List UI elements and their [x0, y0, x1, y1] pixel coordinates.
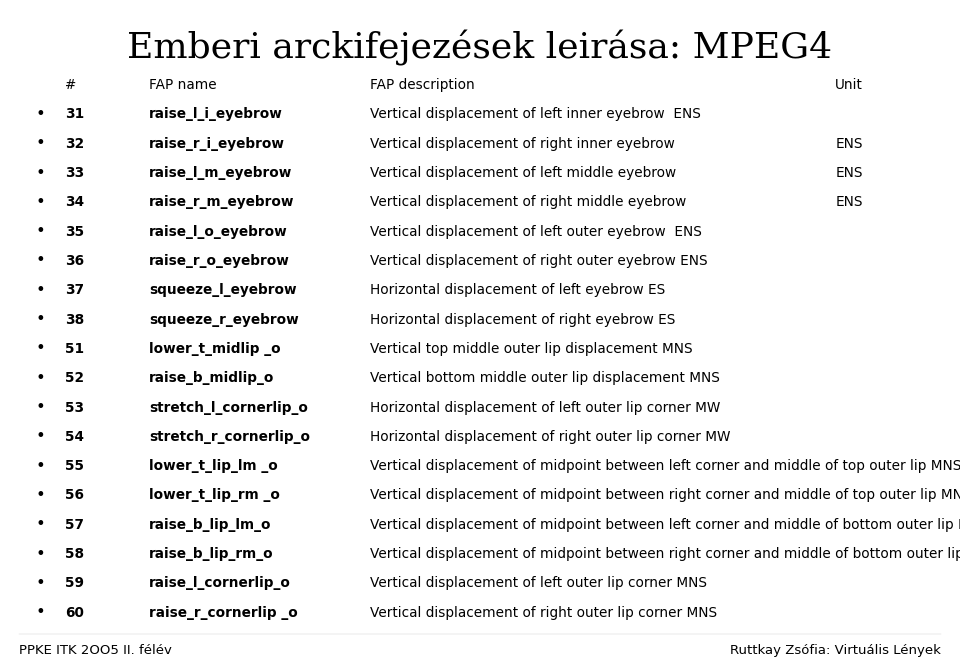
- Text: squeeze_l_eyebrow: squeeze_l_eyebrow: [149, 283, 297, 297]
- Text: Vertical displacement of right inner eyebrow: Vertical displacement of right inner eye…: [370, 137, 674, 151]
- Text: lower_t_lip_rm _o: lower_t_lip_rm _o: [149, 488, 279, 503]
- Text: squeeze_r_eyebrow: squeeze_r_eyebrow: [149, 313, 299, 327]
- Text: FAP name: FAP name: [149, 78, 216, 92]
- Text: 58: 58: [65, 547, 84, 561]
- Text: lower_t_lip_lm _o: lower_t_lip_lm _o: [149, 459, 277, 473]
- Text: raise_b_lip_lm_o: raise_b_lip_lm_o: [149, 518, 272, 532]
- Text: Horizontal displacement of right outer lip corner MW: Horizontal displacement of right outer l…: [370, 430, 731, 444]
- Text: •: •: [36, 312, 45, 327]
- Text: raise_r_o_eyebrow: raise_r_o_eyebrow: [149, 254, 290, 268]
- Text: 60: 60: [65, 606, 84, 620]
- Text: •: •: [36, 136, 45, 151]
- Text: 36: 36: [65, 254, 84, 268]
- Text: raise_r_i_eyebrow: raise_r_i_eyebrow: [149, 137, 285, 151]
- Text: 55: 55: [65, 459, 84, 473]
- Text: raise_l_o_eyebrow: raise_l_o_eyebrow: [149, 225, 288, 239]
- Text: 52: 52: [65, 371, 84, 385]
- Text: •: •: [36, 576, 45, 591]
- Text: Vertical displacement of left outer lip corner MNS: Vertical displacement of left outer lip …: [370, 576, 707, 590]
- Text: raise_b_midlip_o: raise_b_midlip_o: [149, 371, 275, 385]
- Text: PPKE ITK 2OO5 II. félév: PPKE ITK 2OO5 II. félév: [19, 644, 172, 658]
- Text: •: •: [36, 371, 45, 386]
- Text: Horizontal displacement of right eyebrow ES: Horizontal displacement of right eyebrow…: [370, 313, 675, 327]
- Text: 59: 59: [65, 576, 84, 590]
- Text: •: •: [36, 488, 45, 503]
- Text: ENS: ENS: [835, 137, 863, 151]
- Text: Horizontal displacement of left outer lip corner MW: Horizontal displacement of left outer li…: [370, 401, 720, 415]
- Text: 31: 31: [65, 107, 84, 121]
- Text: •: •: [36, 254, 45, 268]
- Text: Vertical displacement of right outer eyebrow ENS: Vertical displacement of right outer eye…: [370, 254, 708, 268]
- Text: Vertical displacement of left middle eyebrow: Vertical displacement of left middle eye…: [370, 166, 676, 180]
- Text: Ruttkay Zsófia: Virtuális Lények: Ruttkay Zsófia: Virtuális Lények: [730, 644, 941, 658]
- Text: •: •: [36, 605, 45, 620]
- Text: stretch_r_cornerlip_o: stretch_r_cornerlip_o: [149, 430, 310, 444]
- Text: 56: 56: [65, 488, 84, 503]
- Text: Vertical displacement of right middle eyebrow: Vertical displacement of right middle ey…: [370, 195, 685, 209]
- Text: •: •: [36, 547, 45, 562]
- Text: Vertical top middle outer lip displacement MNS: Vertical top middle outer lip displaceme…: [370, 342, 692, 356]
- Text: Emberi arckifejezések leirása: MPEG4: Emberi arckifejezések leirása: MPEG4: [128, 30, 832, 66]
- Text: 33: 33: [65, 166, 84, 180]
- Text: ENS: ENS: [835, 166, 863, 180]
- Text: 32: 32: [65, 137, 84, 151]
- Text: stretch_l_cornerlip_o: stretch_l_cornerlip_o: [149, 401, 307, 415]
- Text: •: •: [36, 195, 45, 210]
- Text: Vertical bottom middle outer lip displacement MNS: Vertical bottom middle outer lip displac…: [370, 371, 719, 385]
- Text: 57: 57: [65, 518, 84, 532]
- Text: raise_l_m_eyebrow: raise_l_m_eyebrow: [149, 166, 292, 180]
- Text: •: •: [36, 342, 45, 356]
- Text: lower_t_midlip _o: lower_t_midlip _o: [149, 342, 280, 356]
- Text: #: #: [65, 78, 77, 92]
- Text: ENS: ENS: [835, 195, 863, 209]
- Text: 37: 37: [65, 283, 84, 297]
- Text: Vertical displacement of left outer eyebrow  ENS: Vertical displacement of left outer eyeb…: [370, 225, 702, 239]
- Text: Vertical displacement of midpoint between right corner and middle of bottom oute: Vertical displacement of midpoint betwee…: [370, 547, 960, 561]
- Text: •: •: [36, 166, 45, 180]
- Text: Vertical displacement of right outer lip corner MNS: Vertical displacement of right outer lip…: [370, 606, 717, 620]
- Text: Unit: Unit: [835, 78, 863, 92]
- Text: Vertical displacement of left inner eyebrow  ENS: Vertical displacement of left inner eyeb…: [370, 107, 701, 121]
- Text: Vertical displacement of midpoint between left corner and middle of bottom outer: Vertical displacement of midpoint betwee…: [370, 518, 960, 532]
- Text: 53: 53: [65, 401, 84, 415]
- Text: 51: 51: [65, 342, 84, 356]
- Text: 38: 38: [65, 313, 84, 327]
- Text: raise_r_cornerlip _o: raise_r_cornerlip _o: [149, 606, 298, 620]
- Text: •: •: [36, 400, 45, 415]
- Text: FAP description: FAP description: [370, 78, 474, 92]
- Text: •: •: [36, 224, 45, 239]
- Text: •: •: [36, 107, 45, 122]
- Text: •: •: [36, 429, 45, 444]
- Text: •: •: [36, 459, 45, 474]
- Text: raise_b_lip_rm_o: raise_b_lip_rm_o: [149, 547, 274, 561]
- Text: 35: 35: [65, 225, 84, 239]
- Text: Vertical displacement of midpoint between right corner and middle of top outer l: Vertical displacement of midpoint betwee…: [370, 488, 960, 503]
- Text: raise_l_i_eyebrow: raise_l_i_eyebrow: [149, 107, 282, 121]
- Text: 34: 34: [65, 195, 84, 209]
- Text: •: •: [36, 517, 45, 532]
- Text: 54: 54: [65, 430, 84, 444]
- Text: Vertical displacement of midpoint between left corner and middle of top outer li: Vertical displacement of midpoint betwee…: [370, 459, 960, 473]
- Text: •: •: [36, 282, 45, 298]
- Text: Horizontal displacement of left eyebrow ES: Horizontal displacement of left eyebrow …: [370, 283, 665, 297]
- Text: raise_r_m_eyebrow: raise_r_m_eyebrow: [149, 195, 295, 209]
- Text: raise_l_cornerlip_o: raise_l_cornerlip_o: [149, 576, 291, 590]
